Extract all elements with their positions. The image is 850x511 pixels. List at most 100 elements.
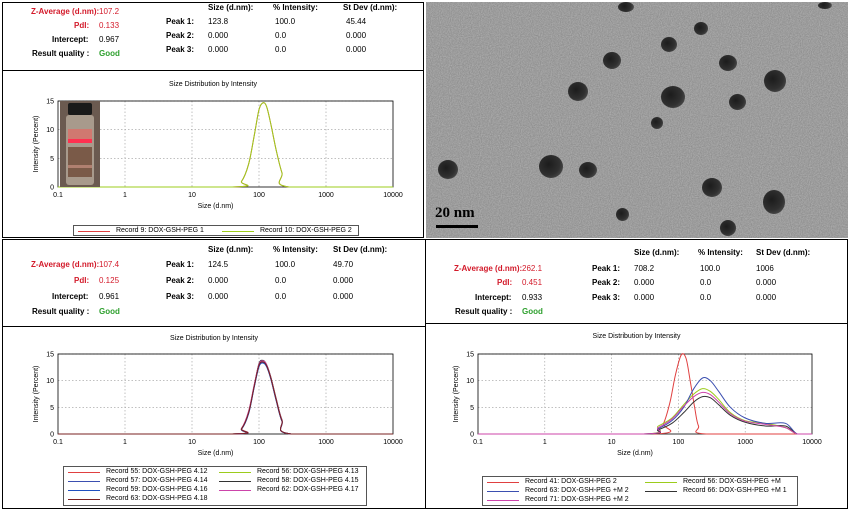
peak-2-sd: 0.000 [333,276,354,285]
legend-swatch [645,491,677,492]
legend-swatch [219,490,251,491]
col-stdev-header: St Dev (d.nm): [343,3,398,12]
series-line [58,360,393,435]
y-axis-title: Intensity (Percent) [453,366,460,423]
series-line [478,353,812,435]
peak-3-sd: 0.000 [756,293,777,302]
x-tick-label: 10000 [383,439,403,446]
series-line [58,361,393,435]
divider [3,70,423,71]
chart-title: Size Distribution by Intensity [592,333,681,340]
legend-swatch [222,231,254,232]
divider [426,323,847,324]
x-tick-label: 100 [253,192,265,199]
peak-1-intensity: 100.0 [275,260,296,269]
y-tick-label: 0 [470,432,474,439]
plot-area [57,353,394,435]
nanoparticle [702,178,722,197]
intercept-value: 0.967 [99,35,120,44]
x-tick-label: 1 [123,439,127,446]
legend-swatch [68,490,100,491]
vial-photo [60,101,100,187]
series-line [57,102,393,188]
x-tick-label: 100 [673,439,685,446]
pdi-label: PdI: [74,276,90,285]
divider [3,326,425,327]
peak-3-size: 0.000 [208,292,229,301]
legend-swatch [487,482,519,483]
peak-1-sd: 49.70 [333,260,354,269]
intercept-label: Intercept: [52,292,89,301]
z-average-value: 107.4 [99,260,120,269]
x-tick-label: 10000 [383,192,403,199]
intercept-label: Intercept: [52,35,89,44]
x-tick-label: 10 [188,439,196,446]
peak-1-intensity: 100.0 [275,17,296,26]
result-quality-value: Good [99,307,120,316]
peak-1-intensity: 100.0 [700,264,721,273]
dls-panel-a: Z-Average (d.nm): 107.2 PdI: 0.133 Inter… [2,2,424,238]
y-tick-label: 0 [50,432,54,439]
z-average-label: Z-Average (d.nm): [31,7,100,16]
chart-legend: Record 55: DOX-GSH-PEG 4.12 Record 56: D… [63,466,367,506]
series-line [478,395,812,435]
nanoparticle [818,2,832,9]
series-line [58,361,393,435]
legend-swatch [645,482,677,483]
pdi-value: 0.133 [99,21,120,30]
x-tick-label: 1000 [737,439,753,446]
peak-1-label: Peak 1: [592,264,621,273]
peak-1-label: Peak 1: [166,17,195,26]
nanoparticle [579,162,597,178]
nanoparticle [438,160,458,179]
legend-label: Record 41: DOX-GSH-PEG 2 [525,478,617,485]
series-line [58,362,393,435]
plot-area [57,100,394,188]
dls-panel-c: Z-Average (d.nm): 262.1 PdI: 0.451 Inter… [425,239,848,509]
size-distribution-chart: 0.1 1 10 100 1000 10000 0 5 10 15 Size (d.nm) Inten… [33,99,403,211]
peak-3-label: Peak 3: [166,292,195,301]
nanoparticle [661,37,677,52]
nanoparticle [694,22,708,35]
z-average-value: 107.2 [99,7,120,16]
legend-label: Record 56: DOX-GSH-PEG 4.13 [257,468,359,475]
x-tick-label: 0.1 [53,439,63,446]
peak-2-size: 0.000 [208,31,229,40]
x-tick-label: 1 [543,439,547,446]
series-line [478,391,812,435]
x-tick-label: 100 [253,439,265,446]
legend-label: Record 58: DOX-GSH-PEG 4.15 [257,477,359,484]
nanoparticle [568,82,588,101]
y-tick-label: 10 [46,378,54,385]
peak-2-intensity: 0.0 [275,31,287,40]
series-line [58,362,393,435]
legend-swatch [219,472,251,473]
x-tick-label: 10 [188,192,196,199]
pdi-label: PdI: [74,21,90,30]
x-tick-label: 1000 [318,439,334,446]
chart-title: Size Distribution by Intensity [170,335,258,342]
legend-label: Record 55: DOX-GSH-PEG 4.12 [106,468,208,475]
result-quality-label: Result quality : [32,49,90,58]
pdi-value: 0.125 [99,276,120,285]
peak-3-intensity: 0.0 [275,45,287,54]
nanoparticle [603,52,621,69]
y-tick-label: 10 [46,127,54,134]
x-axis-title: Size (d.nm) [198,450,234,457]
series-line [478,377,812,435]
legend-label: Record 57: DOX-GSH-PEG 4.14 [106,477,208,484]
legend-label: Record 63: DOX-GSH-PEG +M 2 [525,487,629,494]
peak-3-intensity: 0.0 [275,292,287,301]
series-line [478,388,812,435]
legend-swatch [68,472,100,473]
nanoparticle [763,190,785,214]
y-axis-title: Intensity (Percent) [33,366,40,423]
intercept-value: 0.933 [522,293,543,302]
y-tick-label: 5 [50,156,54,163]
nanoparticle [719,55,737,71]
size-distribution-chart: 0.1 1 10 100 1000 10000 0 5 10 15 Size (d.nm) Inten… [453,352,822,458]
nanoparticle [729,94,746,110]
legend-label: Record 56: DOX-GSH-PEG +M [683,478,781,485]
peak-3-label: Peak 3: [166,45,195,54]
peak-1-size: 123.8 [208,17,229,26]
